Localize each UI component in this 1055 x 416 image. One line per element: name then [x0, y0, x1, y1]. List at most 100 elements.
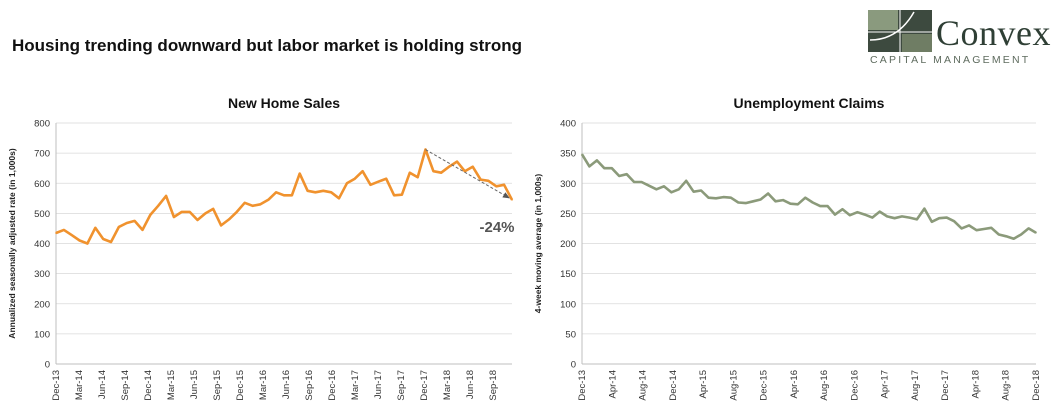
- x-tick-label: Sep-16: [304, 370, 315, 401]
- data-point: [1035, 231, 1037, 234]
- x-tick-label: Mar-16: [258, 370, 269, 400]
- data-point: [834, 213, 836, 216]
- data-point: [377, 180, 380, 183]
- data-point: [275, 191, 277, 194]
- data-point: [94, 227, 97, 229]
- x-tick-label: Sep-18: [488, 370, 499, 401]
- data-point: [338, 197, 340, 200]
- x-tick-label: Dec-17: [419, 370, 430, 401]
- data-point: [737, 201, 740, 204]
- data-point: [212, 208, 215, 210]
- data-point: [960, 227, 963, 230]
- y-tick-label: 200: [34, 299, 50, 310]
- data-point: [401, 193, 403, 196]
- data-point: [78, 239, 81, 242]
- x-tick-label: Sep-15: [212, 370, 223, 401]
- data-point: [901, 215, 903, 218]
- data-point: [648, 184, 650, 187]
- series-line: [55, 148, 514, 245]
- data-point: [432, 170, 435, 172]
- y-tick-label: 50: [565, 329, 576, 340]
- new-home-sales-chart: New Home Sales Annualized seasonally adju…: [7, 95, 515, 401]
- data-point: [228, 218, 230, 221]
- data-point: [511, 199, 513, 201]
- data-point: [804, 196, 807, 199]
- data-point: [448, 165, 450, 168]
- x-tick-label: Jun-16: [281, 370, 292, 399]
- data-point: [102, 238, 104, 240]
- series-line: [580, 153, 1037, 240]
- y-tick-label: 800: [34, 119, 50, 130]
- logo-mark-icon: [868, 10, 932, 52]
- data-point: [416, 176, 419, 179]
- data-point: [393, 194, 395, 197]
- y-axis-label-0: Annualized seasonally adjusted rate (in …: [7, 148, 17, 339]
- data-point: [291, 194, 293, 197]
- y-tick-label: 300: [34, 269, 50, 280]
- data-point: [789, 202, 792, 205]
- data-point: [864, 213, 866, 216]
- y-tick-label: 150: [560, 269, 576, 280]
- data-point: [700, 189, 702, 192]
- data-point: [86, 242, 89, 245]
- data-point: [1027, 227, 1030, 230]
- data-point: [361, 170, 364, 172]
- y-tick-label: 0: [45, 360, 50, 371]
- y-tick-label: 500: [34, 209, 50, 220]
- data-point: [204, 212, 207, 215]
- data-point: [670, 191, 673, 194]
- logo-subtitle: CAPITAL MANAGEMENT: [870, 54, 1031, 66]
- data-point: [945, 216, 948, 219]
- data-point: [165, 195, 167, 197]
- x-tick-label: Apr-14: [607, 370, 618, 399]
- y-tick-label: 0: [571, 360, 576, 371]
- x-tick-label: Dec-14: [668, 370, 679, 401]
- data-point: [782, 199, 784, 201]
- data-point: [759, 198, 762, 201]
- company-logo: Convex CAPITAL MANAGEMENT: [868, 10, 1051, 72]
- data-point: [314, 191, 317, 194]
- data-point: [752, 200, 754, 203]
- x-tick-label: Aug-18: [1001, 370, 1012, 401]
- y-axis-label-1: 4-week moving average (in 1,000s): [533, 174, 543, 314]
- data-point: [730, 196, 732, 199]
- data-point: [811, 201, 814, 204]
- data-point: [196, 219, 199, 221]
- y-tick-label: 600: [34, 179, 50, 190]
- trend-arrow: [425, 149, 510, 199]
- data-point: [633, 181, 635, 183]
- data-point: [133, 220, 136, 222]
- data-point: [1020, 233, 1022, 236]
- data-point: [871, 216, 874, 219]
- x-tick-label: Dec-18: [1031, 370, 1042, 401]
- y-tick-label: 100: [560, 299, 576, 310]
- data-point: [283, 194, 285, 197]
- data-point: [55, 232, 57, 234]
- data-point: [259, 203, 262, 206]
- y-tick-label: 300: [560, 179, 576, 190]
- x-tick-label: Dec-13: [577, 370, 588, 401]
- y-tick-label: 700: [34, 149, 50, 160]
- data-point: [440, 171, 443, 174]
- data-point: [180, 211, 183, 213]
- x-tick-label: Aug-15: [728, 370, 739, 401]
- x-tick-label: Apr-15: [698, 370, 709, 399]
- data-point: [236, 211, 238, 213]
- data-point: [353, 177, 356, 180]
- data-point: [797, 203, 799, 206]
- data-point: [618, 175, 621, 177]
- data-point: [677, 188, 680, 191]
- data-point: [63, 229, 65, 231]
- data-point: [173, 216, 175, 218]
- x-tick-label: Aug-17: [910, 370, 921, 401]
- data-point: [322, 189, 325, 192]
- data-point: [685, 180, 687, 182]
- x-tick-label: Dec-16: [327, 370, 338, 401]
- data-point: [251, 205, 254, 207]
- data-point: [471, 165, 474, 168]
- data-point: [707, 196, 710, 199]
- data-point: [975, 229, 978, 232]
- x-tick-label: Sep-17: [396, 370, 407, 401]
- data-point: [1012, 237, 1015, 240]
- data-point: [983, 228, 985, 230]
